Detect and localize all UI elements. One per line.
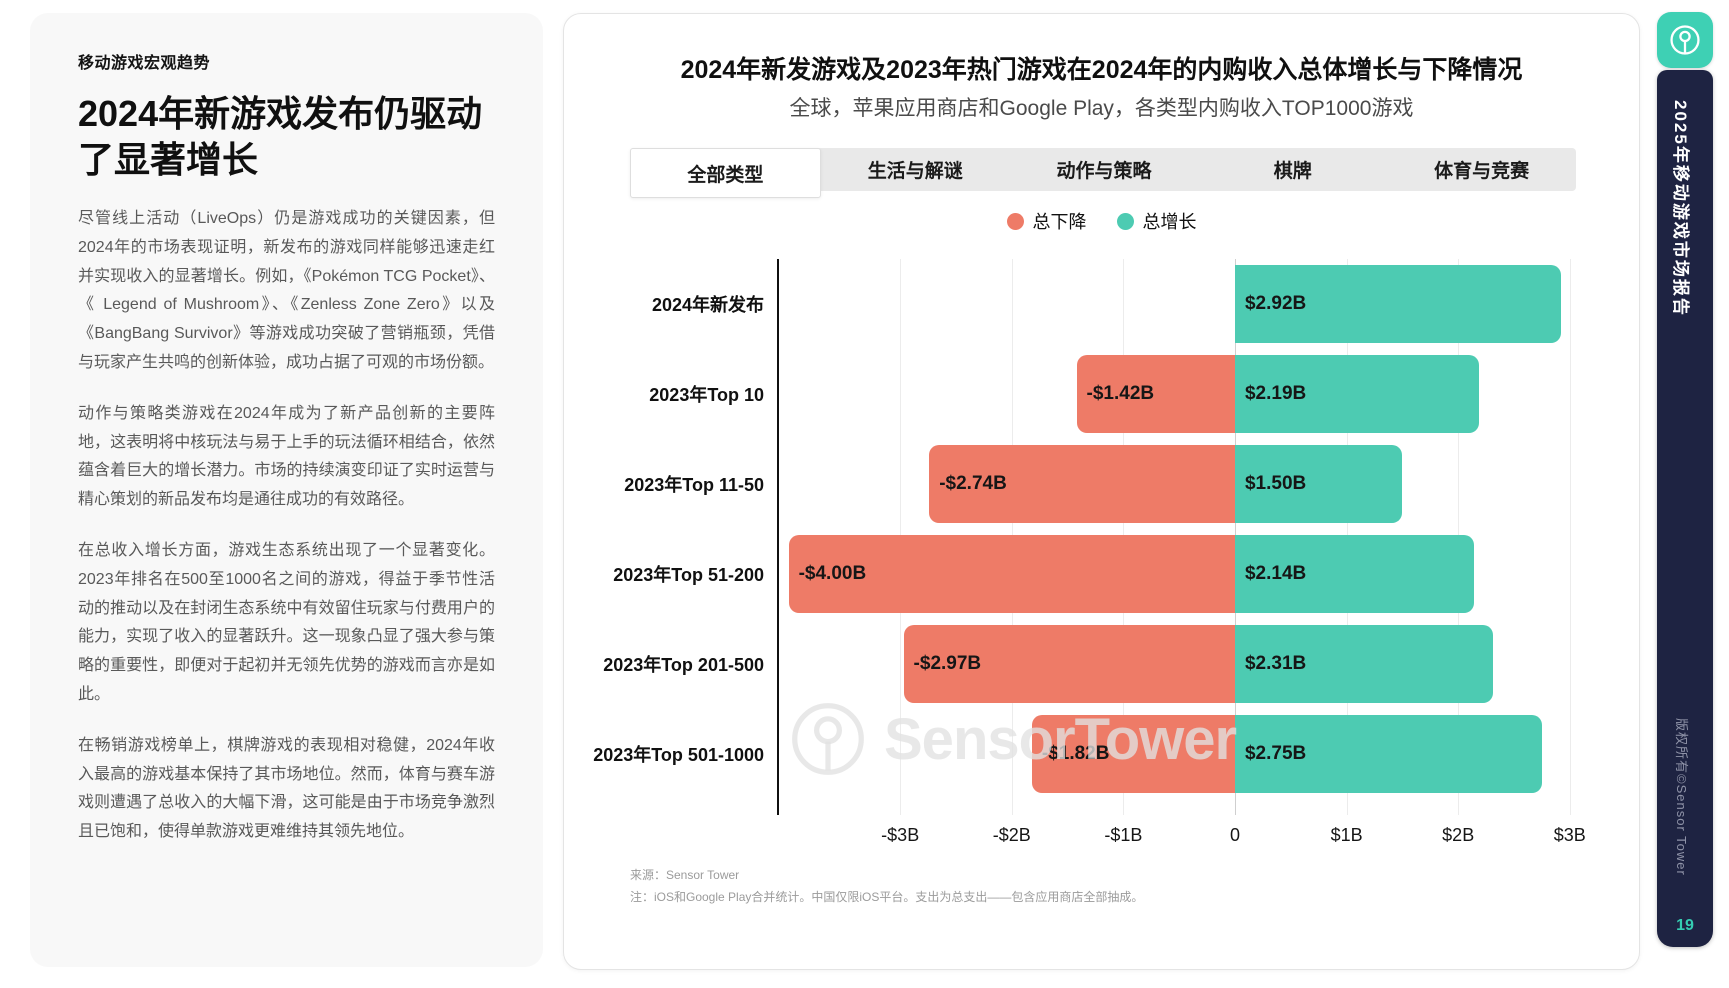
chart-legend: 总下降 总增长 <box>564 208 1639 234</box>
page-number: 19 <box>1676 917 1694 934</box>
gridline <box>1569 259 1571 815</box>
tab-动作与策略[interactable]: 动作与策略 <box>1056 161 1152 182</box>
x-tick-label: 0 <box>1229 825 1240 845</box>
bar-row: 2023年Top 10 -$1.42B $2.19B <box>649 349 1591 439</box>
chart-title: 2024年新发游戏及2023年热门游戏在2024年的内购收入总体增长与下降情况 <box>680 56 1523 84</box>
category-tabs: 全部类型 生活与解谜 动作与策略 棋牌 体育与竞赛 <box>630 148 1576 198</box>
intro-paragraph: 尽管线上活动（LiveOps）仍是游戏成功的关键因素，但2024年的市场表现证明… <box>78 210 495 371</box>
report-rail: 2025年移动游戏市场报告 版权所有©Sensor Tower 19 <box>1657 70 1713 947</box>
bar-value-decline: -$1.82B <box>1041 743 1110 764</box>
bar-value-growth: $1.50B <box>1244 473 1307 494</box>
bar-value-decline: -$2.74B <box>939 473 1007 494</box>
tab-体育与竞赛[interactable]: 体育与竞赛 <box>1434 161 1530 182</box>
category-label: 2023年Top 51-200 <box>613 565 764 585</box>
chart-card: 2024年新发游戏及2023年热门游戏在2024年的内购收入总体增长与下降情况 … <box>563 13 1640 970</box>
bar-growth: $2.75B <box>1234 715 1542 793</box>
bar-value-decline: -$1.42B <box>1086 383 1155 404</box>
bar-value-growth: $2.19B <box>1244 383 1307 404</box>
bar-growth: $2.31B <box>1234 625 1493 703</box>
tab-全部类型[interactable]: 全部类型 <box>630 148 821 198</box>
intro-paragraphs: 尽管线上活动（LiveOps）仍是游戏成功的关键因素，但2024年的市场表现证明… <box>78 205 495 847</box>
legend-dot <box>1116 212 1134 230</box>
left-panel: 移动游戏宏观趋势 2024年新游戏发布仍驱动了显著增长 尽管线上活动（LiveO… <box>30 13 543 967</box>
bar-decline: -$4.00B <box>788 535 1235 613</box>
bar-value-growth: $2.14B <box>1244 563 1307 584</box>
bar-row: 2023年Top 11-50 -$2.74B $1.50B <box>624 439 1591 529</box>
bar-value-growth: $2.75B <box>1244 743 1307 764</box>
bar-row: 2023年Top 201-500 -$2.97B $2.31B <box>603 619 1591 709</box>
bar-growth: $2.92B <box>1234 265 1561 343</box>
x-tick-label: -$1B <box>1104 825 1143 845</box>
sensortower-app-icon[interactable] <box>1657 12 1713 68</box>
bar-decline: -$2.74B <box>929 445 1235 523</box>
bar-row: 2024年新发布 $2.92B <box>652 259 1591 349</box>
right-rail: 2025年移动游戏市场报告 版权所有©Sensor Tower 19 <box>1655 10 1715 970</box>
category-label: 2024年新发布 <box>651 295 764 315</box>
category-label: 2023年Top 201-500 <box>603 655 764 675</box>
legend-label: 总下降 <box>1032 212 1087 232</box>
intro-paragraph: 动作与策略类游戏在2024年成为了新产品创新的主要阵地，这表明将中核玩法与易于上… <box>78 404 495 509</box>
x-tick-label: $2B <box>1442 825 1475 845</box>
bar-value-growth: $2.92B <box>1244 293 1307 314</box>
x-tick-label: -$3B <box>881 825 920 845</box>
source-note: 来源：Sensor Tower <box>630 868 740 882</box>
legend-item: 总增长 <box>1116 208 1197 234</box>
category-label: 2023年Top 501-1000 <box>593 745 764 765</box>
sensortower-logo-icon <box>1670 25 1700 55</box>
y-axis-line <box>777 259 779 815</box>
report-title-vertical: 2025年移动游戏市场报告 <box>1671 100 1690 317</box>
intro-paragraph: 在畅销游戏榜单上，棋牌游戏的表现相对稳健，2024年收入最高的游戏基本保持了其市… <box>78 736 495 841</box>
bar-row: 2023年Top 51-200 -$4.00B $2.14B <box>613 529 1591 619</box>
category-label: 2023年Top 11-50 <box>624 475 764 495</box>
bar-decline: -$2.97B <box>903 625 1235 703</box>
copyright-vertical: 版权所有©Sensor Tower <box>1674 718 1689 876</box>
section-eyebrow: 移动游戏宏观趋势 <box>78 55 211 72</box>
methodology-note: 注：iOS和Google Play合并统计。中国仅限iOS平台。支出为总支出——… <box>630 890 1144 904</box>
bar-decline: -$1.42B <box>1076 355 1235 433</box>
chart-subtitle: 全球，苹果应用商店和Google Play，各类型内购收入TOP1000游戏 <box>789 97 1414 120</box>
tab-棋牌[interactable]: 棋牌 <box>1273 161 1312 182</box>
bar-decline: -$1.82B <box>1031 715 1235 793</box>
bar-growth: $1.50B <box>1234 445 1403 523</box>
x-tick-label: $1B <box>1330 825 1363 845</box>
tab-生活与解谜[interactable]: 生活与解谜 <box>867 161 963 182</box>
bar-value-decline: -$4.00B <box>798 563 867 584</box>
legend-item: 总下降 <box>1006 208 1087 234</box>
bar-plot: 2024年新发布 $2.92B 2023年Top 10 -$1.42B $2.19B 20… <box>593 259 1591 845</box>
category-label: 2023年Top 10 <box>649 385 764 405</box>
x-tick-label: $3B <box>1553 825 1586 845</box>
page-title: 2024年新游戏发布仍驱动了显著增长 <box>78 93 483 180</box>
bar-value-growth: $2.31B <box>1244 653 1307 674</box>
x-axis: -$3B -$2B -$1B 0 $1B $2B $3B <box>778 825 1591 849</box>
intro-paragraph: 在总收入增长方面，游戏生态系统出现了一个显著变化。2023年排名在500至100… <box>78 541 495 703</box>
legend-label: 总增长 <box>1142 212 1197 232</box>
bar-growth: $2.19B <box>1234 355 1480 433</box>
legend-dot <box>1006 212 1024 230</box>
x-tick-label: -$2B <box>992 825 1031 845</box>
bar-value-decline: -$2.97B <box>913 653 982 674</box>
bar-growth: $2.14B <box>1234 535 1474 613</box>
bar-row: 2023年Top 501-1000 -$1.82B $2.75B <box>593 709 1591 799</box>
